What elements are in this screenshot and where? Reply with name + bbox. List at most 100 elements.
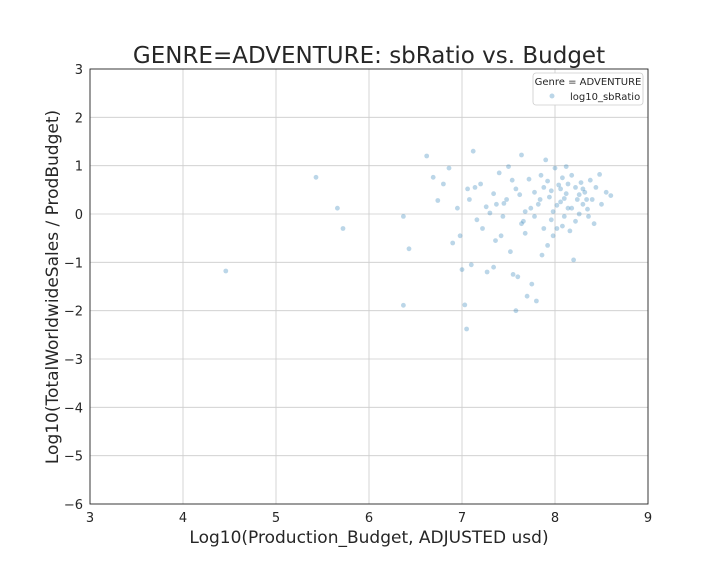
data-point [522, 209, 528, 215]
y-tick-label: −2 [64, 305, 83, 320]
data-point [491, 191, 496, 197]
data-point [580, 186, 586, 192]
data-point [441, 181, 446, 187]
data-point [501, 201, 507, 206]
data-point [597, 172, 602, 177]
data-point [484, 269, 490, 275]
data-point [493, 238, 498, 244]
data-point [599, 201, 604, 207]
data-point [510, 272, 516, 277]
legend-marker [549, 93, 555, 99]
data-point [565, 205, 571, 211]
data-point [548, 217, 554, 223]
x-tick-label: 6 [365, 511, 373, 526]
data-point [574, 197, 580, 202]
data-point [494, 201, 499, 207]
legend: Genre = ADVENTURE log10_sbRatio [532, 72, 644, 106]
data-point [528, 205, 534, 211]
data-point [480, 226, 485, 231]
data-point [459, 267, 465, 272]
data-point [552, 165, 558, 171]
data-point [569, 205, 575, 211]
data-point [535, 201, 541, 207]
data-point [524, 293, 530, 299]
data-point [529, 281, 535, 287]
plot-frame [89, 68, 649, 505]
data-point [472, 185, 478, 190]
y-tick-label: −4 [64, 401, 83, 416]
data-point [567, 228, 573, 234]
y-tick-label: 2 [75, 111, 83, 126]
data-point [455, 205, 460, 211]
data-point [517, 192, 523, 198]
data-point [586, 214, 591, 219]
data-point [593, 185, 599, 190]
data-point [582, 189, 588, 195]
data-point [550, 233, 556, 239]
data-point [561, 196, 567, 201]
data-point [558, 186, 563, 192]
data-point [464, 326, 469, 332]
data-point [580, 201, 586, 207]
data-point [558, 199, 563, 205]
data-point [446, 165, 452, 171]
data-point [450, 240, 456, 246]
y-tick-label: 0 [75, 208, 83, 223]
y-tick-label: −3 [64, 353, 83, 368]
data-point [550, 209, 556, 215]
data-point [465, 186, 470, 192]
legend-box [532, 72, 644, 106]
x-tick-label: 9 [644, 511, 652, 526]
data-point [430, 174, 436, 180]
data-point [560, 223, 565, 229]
data-point [521, 218, 526, 224]
data-point [576, 192, 582, 198]
data-point [406, 246, 412, 252]
data-point [573, 185, 578, 190]
data-point [532, 189, 537, 195]
data-point [313, 174, 319, 180]
data-point [571, 257, 576, 263]
data-point [513, 186, 519, 192]
data-point [515, 274, 521, 280]
data-point [513, 308, 519, 314]
data-point [541, 226, 547, 231]
data-point [537, 197, 543, 202]
data-point [467, 197, 472, 202]
data-point [401, 302, 406, 308]
data-point [561, 214, 567, 219]
data-point [591, 221, 597, 227]
data-point [554, 226, 560, 231]
data-point [468, 262, 474, 268]
data-point [483, 204, 489, 210]
y-tick-label: −1 [64, 256, 83, 271]
data-point [543, 157, 549, 163]
data-point [462, 302, 468, 308]
data-point [589, 197, 595, 202]
data-point [587, 177, 593, 183]
data-point [401, 214, 406, 219]
data-point [532, 214, 537, 219]
data-point [474, 217, 480, 223]
y-tick-label: −5 [64, 450, 83, 465]
data-point [496, 170, 502, 176]
x-tick-label: 3 [86, 511, 94, 526]
data-point [563, 164, 569, 170]
gridlines [89, 68, 649, 505]
data-point [470, 148, 476, 154]
data-point [603, 189, 609, 195]
data-point [584, 197, 589, 202]
data-point [506, 164, 511, 170]
data-point [500, 214, 506, 219]
data-point [526, 176, 532, 182]
data-point [578, 180, 584, 186]
x-tick-label: 4 [179, 511, 187, 526]
data-point [576, 211, 582, 217]
data-point [565, 181, 571, 187]
y-axis-label: Log10(TotalWorldwideSales / ProdBudget) [43, 110, 63, 464]
data-point [335, 205, 340, 211]
data-point [573, 218, 578, 224]
data-point [563, 191, 569, 197]
